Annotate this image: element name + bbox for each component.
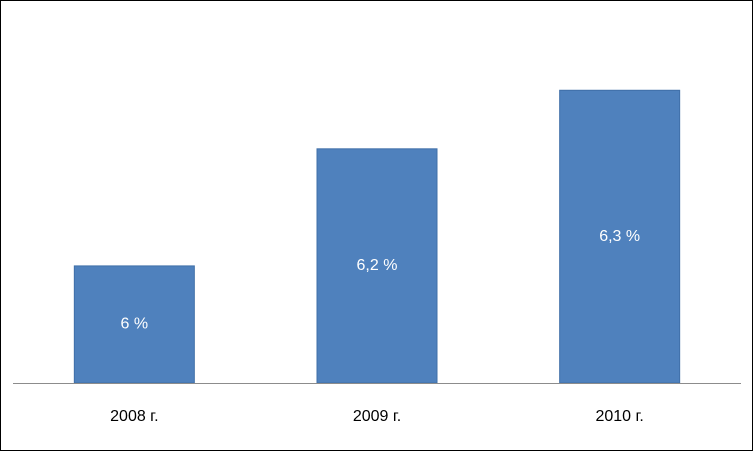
bars-layer: [73, 89, 681, 384]
x-tick-label-1: 2008 г.: [110, 408, 158, 425]
x-tick-label-3: 2010 г.: [595, 408, 643, 425]
bar-2: [316, 148, 438, 384]
data-label-3: 6,3 %: [599, 228, 640, 245]
x-tick-labels-layer: 2008 г. 2009 г. 2010 г.: [110, 408, 644, 425]
bar-3: [559, 89, 681, 384]
data-label-1: 6 %: [121, 316, 149, 333]
data-labels-layer: 6 % 6,2 % 6,3 %: [121, 228, 641, 333]
bar-1: [73, 265, 195, 384]
x-tick-label-2: 2009 г.: [353, 408, 401, 425]
data-label-2: 6,2 %: [357, 257, 398, 274]
